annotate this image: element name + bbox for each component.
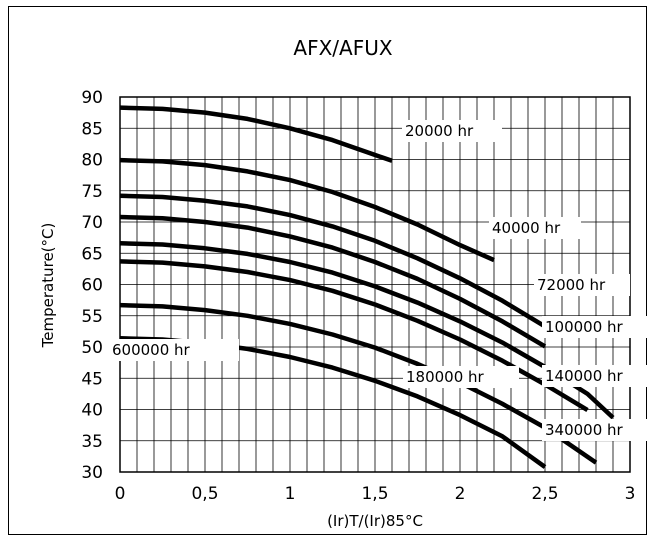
y-tick-label: 55: [81, 307, 103, 327]
series-line: [119, 241, 615, 420]
series-label-background: [489, 217, 581, 239]
x-tick-label: 2: [455, 484, 466, 504]
y-tick-label: 35: [81, 432, 103, 452]
x-tick-label: 1,5: [361, 484, 388, 504]
y-tick-labels: 30 35 40 45 50 55 60 65 70 75 80 85 90: [81, 88, 103, 483]
series-line: [119, 214, 547, 349]
x-tick-label: 3: [625, 484, 636, 504]
series-label: 600000 hr: [112, 341, 191, 359]
x-tick-label: 2,5: [531, 484, 558, 504]
series-line: [119, 259, 589, 413]
series-line: [119, 157, 495, 263]
y-tick-label: 80: [81, 151, 103, 171]
y-axis-label: Temperature(°C): [39, 223, 57, 349]
series-line: [119, 105, 393, 163]
series-label-background: [542, 316, 654, 338]
series-label-background: [542, 365, 654, 387]
series-label: 340000 hr: [545, 421, 624, 439]
series-label: 100000 hr: [545, 318, 624, 336]
series-label-background: [403, 366, 519, 388]
x-tick-label: 1: [285, 484, 296, 504]
series-label-background: [542, 419, 650, 441]
y-tick-label: 75: [81, 182, 103, 202]
series-label-background: [402, 120, 502, 142]
series-line: [119, 302, 598, 465]
chart-title: AFX/AFUX: [293, 36, 392, 60]
y-tick-label: 30: [81, 463, 103, 483]
y-tick-label: 60: [81, 276, 103, 296]
series-label-background: [109, 339, 239, 361]
x-tick-label: 0,5: [191, 484, 218, 504]
y-tick-label: 85: [81, 119, 103, 139]
y-tick-label: 90: [81, 88, 103, 108]
y-tick-label: 45: [81, 369, 103, 389]
y-tick-label: 70: [81, 213, 103, 233]
y-tick-label: 50: [81, 338, 103, 358]
y-tick-label: 40: [81, 401, 103, 421]
y-tick-label: 65: [81, 244, 103, 264]
series-label: 72000 hr: [537, 276, 606, 294]
series-labels: 20000 hr 40000 hr 72000 hr 100000 hr 140000 …: [109, 120, 654, 441]
x-tick-label: 0: [115, 484, 126, 504]
series-label: 40000 hr: [492, 219, 561, 237]
series-line: [119, 193, 547, 329]
series-label: 20000 hr: [405, 122, 474, 140]
x-tick-labels: 0 0,5 1 1,5 2 2,5 3: [115, 484, 636, 504]
series-label: 180000 hr: [406, 368, 485, 386]
x-axis-label: (Ir)T/(Ir)85°C: [327, 512, 423, 530]
series-label: 140000 hr: [545, 367, 624, 385]
series-label-background: [534, 274, 630, 296]
